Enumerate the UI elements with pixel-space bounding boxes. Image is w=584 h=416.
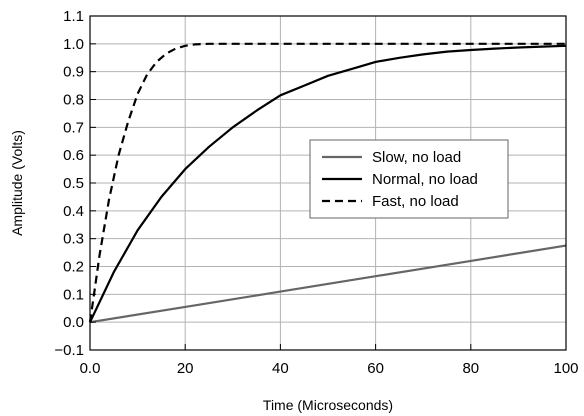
y-tick-label: 0.1 [63, 286, 84, 303]
x-tick-label: 20 [177, 360, 194, 377]
x-tick-label: 0.0 [80, 360, 101, 377]
y-axis-label: Amplitude (Volts) [9, 130, 25, 236]
y-tick-label: 0.6 [63, 147, 84, 164]
y-tick-label: 0.3 [63, 231, 84, 248]
y-tick-label: 0.4 [63, 203, 84, 220]
x-tick-labels: 0.0 20 40 60 80 100 [80, 360, 579, 377]
y-tick-label: 0.9 [63, 64, 84, 81]
series-line-2 [88, 42, 566, 323]
x-tick-label: 100 [553, 360, 578, 377]
y-tick-label: 0.7 [63, 119, 84, 136]
series-line-1 [89, 44, 567, 323]
legend-label-1: Normal, no load [372, 171, 478, 188]
y-tick-label: 0.2 [63, 259, 84, 276]
x-axis-label: Time (Microseconds) [263, 397, 393, 413]
x-tick-label: 80 [462, 360, 479, 377]
y-tick-label: −0.1 [54, 342, 84, 359]
legend-label-0: Slow, no load [372, 149, 461, 166]
series-lines [88, 42, 567, 324]
y-tick-label: 0.0 [63, 314, 84, 331]
y-tick-labels: 1.1 1.0 0.9 0.8 0.7 0.6 0.5 0.4 0.3 0.2 0.1 0.0 −0.1 [54, 8, 84, 359]
tick-marks [89, 15, 567, 351]
y-tick-label: 1.0 [63, 36, 84, 53]
y-tick-label: 0.5 [63, 175, 84, 192]
x-tick-label: 40 [272, 360, 289, 377]
y-tick-label: 1.1 [63, 8, 84, 25]
series-line-0 [89, 244, 567, 324]
legend-items: Slow, no load Normal, no load Fast, no loa… [322, 149, 478, 210]
x-tick-label: 60 [367, 360, 384, 377]
legend: Slow, no load Normal, no load Fast, no loa… [309, 139, 509, 219]
y-tick-label: 0.8 [63, 92, 84, 109]
legend-label-2: Fast, no load [372, 193, 459, 210]
